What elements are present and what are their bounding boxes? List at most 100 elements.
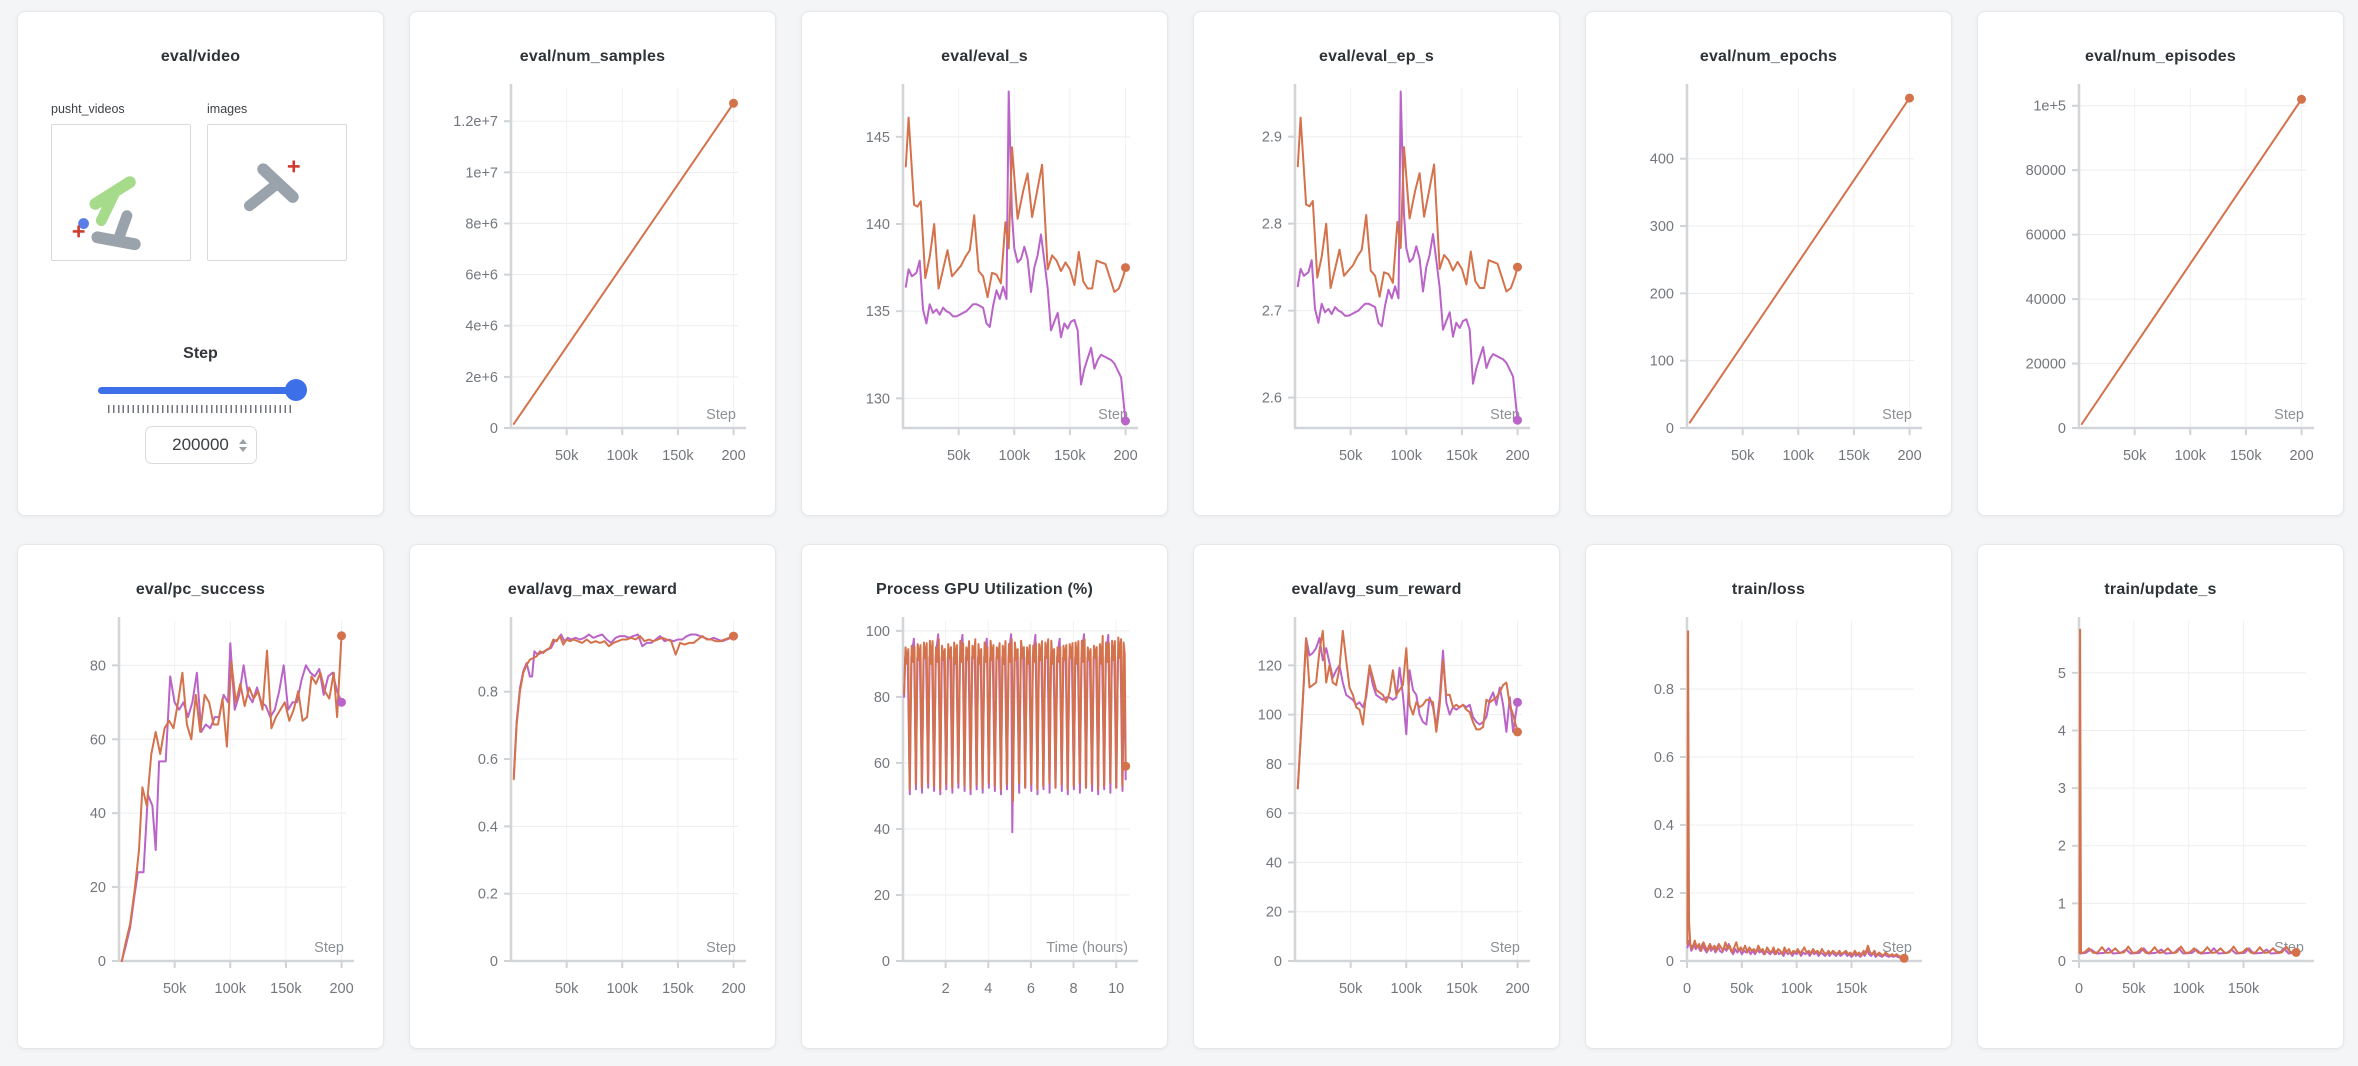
x-tick-label: 150k [2228, 981, 2260, 997]
line-chart-eval-num-episodes[interactable]: 50k 100k 150k 200 0 20000 40000 60000 80000 1e+5 S… [1993, 78, 2328, 488]
x-tick-label: 200 [1897, 448, 1921, 464]
step-slider-ticks [107, 405, 294, 413]
y-tick-label: 1 [2058, 896, 2066, 912]
y-tick-label: 0.2 [478, 887, 498, 903]
x-tick-label: 0 [2075, 981, 2083, 997]
x-tick-label: 150k [270, 981, 302, 997]
y-tick-label: 0 [882, 954, 890, 970]
x-tick-label: 200 [1505, 981, 1529, 997]
series-line-orange-run [120, 634, 343, 962]
x-tick-label: 200 [2289, 448, 2313, 464]
x-tick-label: 100k [2175, 448, 2207, 464]
x-tick-label: 50k [1339, 981, 1363, 997]
panel-eval-pc-success: eval/pc_success 50k 100k 150k 200 0 20 40 60 80 S… [17, 544, 384, 1049]
pusht-video-thumbnail[interactable] [51, 124, 191, 261]
x-tick-label: 10 [1108, 981, 1124, 997]
x-axis-label: Step [1490, 940, 1520, 956]
step-increment-button[interactable] [238, 438, 247, 444]
x-tick-label: 100k [607, 448, 639, 464]
x-tick-label: 200 [1505, 448, 1529, 464]
y-tick-label: 20 [1266, 905, 1282, 921]
series-line-orange-run [903, 634, 1127, 802]
x-axis-label: Step [1098, 407, 1128, 423]
series-end-dot-purple-run [1513, 415, 1522, 425]
y-tick-label: 1.2e+7 [453, 114, 498, 130]
x-tick-label: 50k [555, 448, 579, 464]
y-tick-label: 300 [1650, 219, 1674, 235]
step-slider-label: Step [183, 345, 218, 362]
y-tick-label: 20 [874, 888, 890, 904]
x-axis-label: Step [1490, 407, 1520, 423]
y-tick-label: 100 [866, 624, 890, 640]
line-chart-eval-avg-max-reward[interactable]: 50k 100k 150k 200 0 0.2 0.4 0.6 0.8 Step [425, 611, 760, 1021]
y-tick-label: 130 [866, 391, 890, 407]
x-tick-label: 100k [1391, 448, 1423, 464]
y-tick-label: 80 [874, 690, 890, 706]
x-axis-label: Step [706, 940, 736, 956]
y-tick-label: 2.9 [1262, 130, 1282, 146]
panel-eval-avg-sum-reward: eval/avg_sum_reward 50k 100k 150k 200 0 20 40 6… [1193, 544, 1560, 1049]
gray-t-stem [112, 210, 133, 246]
chart-title: train/loss [1731, 581, 1806, 598]
y-tick-label: 80000 [2026, 163, 2066, 179]
y-tick-label: 4 [2058, 723, 2066, 739]
y-tick-label: 20 [90, 880, 106, 896]
y-tick-label: 120 [1258, 658, 1282, 674]
step-slider-track[interactable] [97, 387, 304, 394]
chart-title: train/update_s [2104, 581, 2217, 598]
series-line-orange-run [904, 116, 1127, 299]
y-tick-label: 400 [1650, 152, 1674, 168]
x-tick-label: 100k [2173, 981, 2205, 997]
step-slider-thumb[interactable] [284, 379, 307, 401]
y-tick-label: 60 [1266, 806, 1282, 822]
y-tick-label: 145 [866, 130, 890, 146]
y-tick-label: 60 [90, 732, 106, 748]
chart-title: eval/pc_success [135, 581, 266, 598]
line-chart-eval-eval-ep-s[interactable]: 50k 100k 150k 200 2.6 2.7 2.8 2.9 Step [1209, 78, 1544, 488]
x-tick-label: 100k [215, 981, 247, 997]
y-tick-label: 2 [2058, 839, 2066, 855]
y-tick-label: 3 [2058, 781, 2066, 797]
series-end-dot-orange-run [1905, 93, 1914, 103]
x-tick-label: 50k [2123, 448, 2147, 464]
panel-eval-eval-ep-s: eval/eval_ep_s 50k 100k 150k 200 2.6 2.7 2.8 2.… [1193, 11, 1560, 516]
x-tick-label: 6 [1027, 981, 1035, 997]
chart-title: eval/num_epochs [1699, 48, 1838, 65]
series-end-dot-purple-run [1513, 697, 1522, 707]
y-tick-label: 0 [490, 954, 498, 970]
x-axis-label: Step [2274, 407, 2304, 423]
y-tick-label: 0 [1666, 954, 1674, 970]
x-tick-label: 50k [555, 981, 579, 997]
x-tick-label: 150k [1836, 981, 1868, 997]
line-chart-eval-avg-sum-reward[interactable]: 50k 100k 150k 200 0 20 40 60 80 100 120 Step [1209, 611, 1544, 1021]
chart-title: eval/num_episodes [2084, 48, 2237, 65]
step-decrement-button[interactable] [238, 446, 247, 452]
line-chart-train-loss[interactable]: 0 50k 100k 150k 0 0.2 0.4 0.6 0.8 Step [1601, 611, 1936, 1021]
images-thumbnail[interactable] [207, 124, 347, 261]
line-chart-eval-eval-s[interactable]: 50k 100k 150k 200 130 135 140 145 Step [817, 78, 1152, 488]
series-line-purple-run [1686, 939, 1904, 960]
x-tick-label: 50k [947, 448, 971, 464]
panel-process-gpu-utilization: Process GPU Utilization (%) 2 4 6 8 10 0 20 40 6… [801, 544, 1168, 1049]
chart-title: Process GPU Utilization (%) [876, 581, 1093, 598]
y-tick-label: 60 [874, 756, 890, 772]
line-chart-eval-num-samples[interactable]: 50k 100k 150k 200 0 2e+6 4e+6 6e+6 8e+6 1e+7 1.2e+… [425, 78, 760, 488]
panel-eval-video: eval/video pusht_videos ima [17, 11, 384, 516]
y-tick-label: 140 [866, 217, 890, 233]
step-value-input[interactable] [164, 435, 237, 455]
y-tick-label: 200 [1650, 286, 1674, 302]
series-line-orange-run [2080, 98, 2303, 425]
x-axis-label: Step [706, 407, 736, 423]
y-tick-label: 2.8 [1262, 217, 1282, 233]
media-thumbnails: pusht_videos images [51, 102, 383, 261]
line-chart-eval-pc-success[interactable]: 50k 100k 150k 200 0 20 40 60 80 Step [33, 611, 368, 1021]
media-column-pusht-videos: pusht_videos [51, 102, 191, 261]
y-tick-label: 2.6 [1262, 391, 1282, 407]
x-tick-label: 50k [1731, 448, 1755, 464]
line-chart-eval-num-epochs[interactable]: 50k 100k 150k 200 0 100 200 300 400 Step [1601, 78, 1936, 488]
y-tick-label: 0 [1666, 421, 1674, 437]
series-end-dot-orange-run [1121, 761, 1131, 771]
step-slider[interactable] [97, 379, 307, 401]
